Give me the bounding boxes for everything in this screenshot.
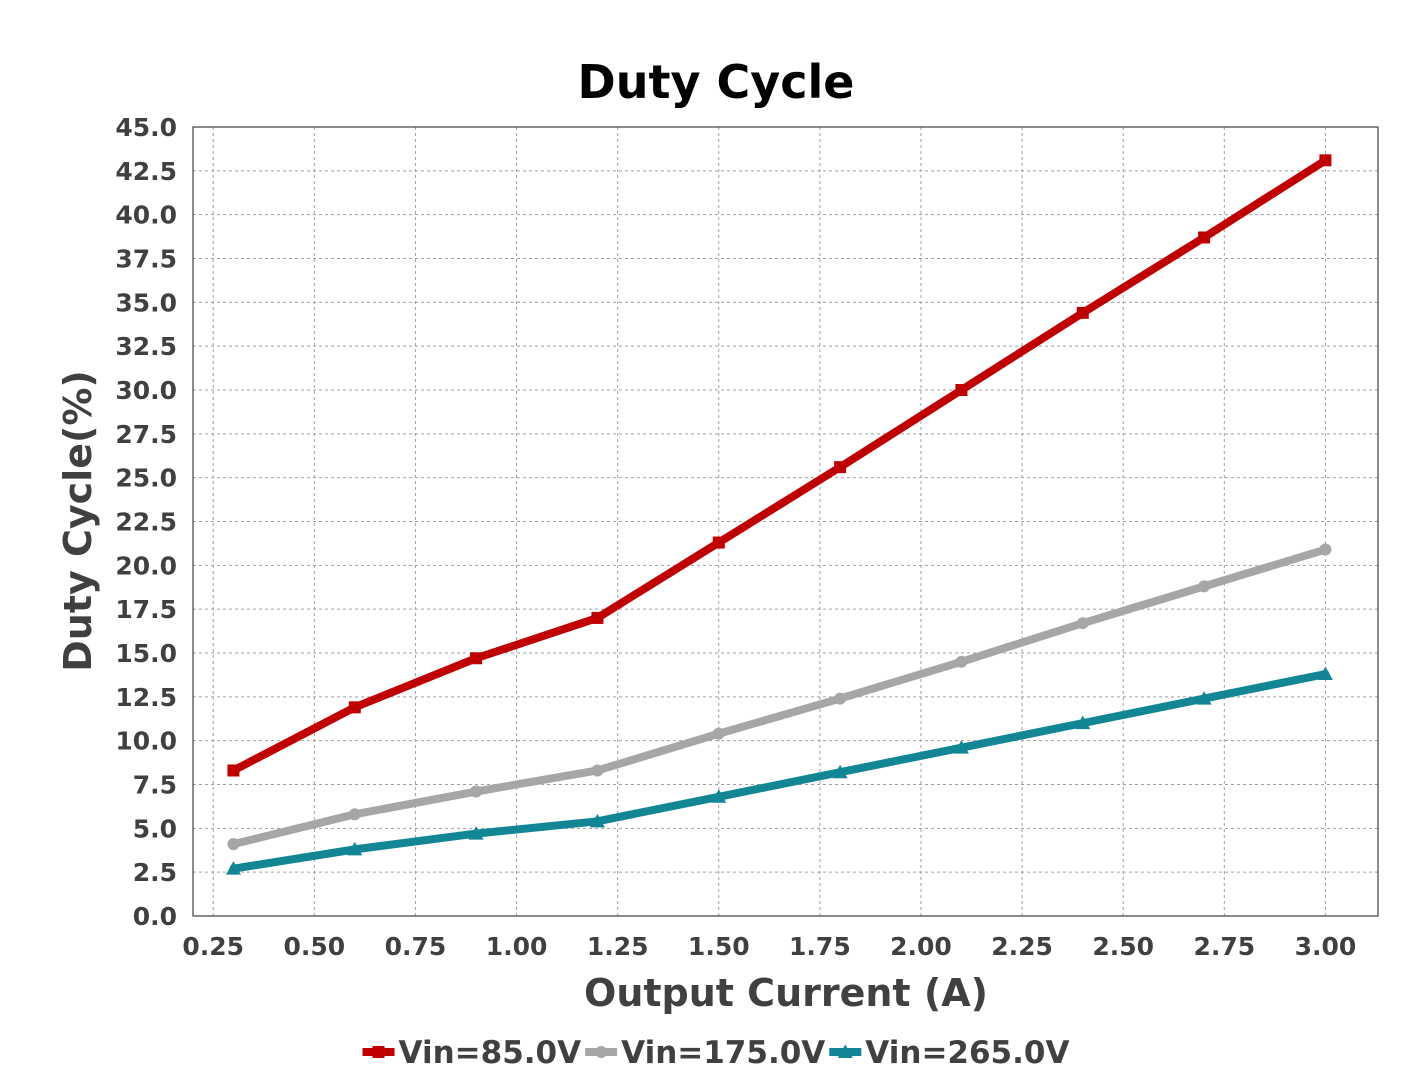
data-point (1317, 666, 1333, 681)
data-point (1319, 543, 1332, 556)
chart-title: Duty Cycle (578, 55, 855, 109)
y-tick-label: 5.0 (133, 814, 177, 843)
y-tick-label: 7.5 (133, 771, 177, 800)
data-point (1076, 306, 1089, 319)
y-tick-label: 40.0 (115, 201, 177, 230)
x-axis-label: Output Current (A) (584, 971, 988, 1015)
data-point (227, 764, 240, 777)
data-point (589, 813, 605, 828)
data-point (712, 727, 725, 740)
x-tick-label: 2.75 (1193, 932, 1255, 961)
legend-item: Vin=265.0V (829, 1035, 1069, 1071)
x-tick-label: 0.25 (182, 932, 244, 961)
data-point (1198, 231, 1211, 244)
y-tick-label: 30.0 (115, 376, 177, 405)
legend-marker (595, 1046, 608, 1058)
data-point (468, 826, 484, 840)
series-line (229, 545, 1330, 849)
x-tick-label: 1.00 (486, 932, 548, 961)
data-point (347, 841, 363, 856)
data-point (955, 384, 968, 396)
x-tick-label: 2.50 (1092, 932, 1154, 961)
series-line (229, 156, 1330, 775)
legend-marker (837, 1044, 853, 1058)
data-point (1198, 580, 1211, 593)
series-1 (227, 154, 1332, 777)
data-point (834, 461, 847, 474)
y-tick-label: 10.0 (115, 727, 177, 756)
x-tick-label: 3.00 (1295, 932, 1357, 961)
y-tick-label: 32.5 (115, 332, 177, 361)
series-2 (227, 543, 1332, 851)
y-tick-label: 37.5 (115, 245, 177, 274)
y-tick-label: 2.5 (133, 858, 177, 887)
data-point (348, 808, 361, 821)
data-point (1076, 617, 1089, 630)
plot-background (193, 127, 1378, 916)
y-tick-label: 27.5 (115, 420, 177, 449)
x-tick-label: 2.25 (991, 932, 1053, 961)
plot-area: 0.0 2.5 5.0 7.5 10.0 12.5 15.0 17.5 20.0 22.5 25.0… (115, 113, 1379, 961)
data-point (591, 764, 604, 777)
x-tick-label: 1.75 (789, 932, 851, 961)
y-tick-label: 17.5 (115, 595, 177, 624)
y-tick-label: 15.0 (115, 639, 177, 668)
y-axis-label: Duty Cycle(%) (56, 370, 100, 672)
legend-item: Vin=85.0V (362, 1035, 582, 1071)
data-point (1319, 154, 1332, 167)
y-tick-label: 12.5 (115, 683, 177, 712)
data-point (470, 785, 483, 798)
y-tick-label: 42.5 (115, 157, 177, 186)
data-point (832, 764, 848, 779)
legend-label: Vin=265.0V (865, 1035, 1069, 1071)
y-tick-label: 25.0 (115, 464, 177, 493)
x-tick-label: 0.75 (385, 932, 447, 961)
legend-label: Vin=175.0V (621, 1035, 825, 1071)
x-tick-label: 1.25 (587, 932, 649, 961)
plot-frame (192, 126, 1379, 917)
y-tick-label: 22.5 (115, 508, 177, 537)
x-tick-label: 2.00 (890, 932, 952, 961)
data-point (470, 652, 483, 665)
data-point (955, 655, 968, 668)
y-tick-label: 0.0 (133, 902, 177, 931)
series-line (229, 670, 1330, 873)
y-tick-label: 35.0 (115, 288, 177, 317)
x-tick-label: 0.50 (283, 932, 345, 961)
legend-label: Vin=85.0V (399, 1035, 582, 1071)
x-tick-label: 1.50 (688, 932, 750, 961)
data-point (225, 861, 241, 875)
data-point (834, 692, 847, 705)
legend: Vin=85.0V Vin=175.0V Vin=265.0V (362, 1035, 1069, 1071)
series-3 (225, 666, 1333, 875)
data-point (1075, 715, 1091, 730)
data-point (953, 740, 969, 754)
data-point (711, 789, 727, 803)
data-point (712, 536, 725, 549)
data-point (591, 611, 604, 624)
y-tick-label: 20.0 (115, 551, 177, 580)
legend-marker (372, 1046, 385, 1058)
data-point (348, 701, 361, 714)
data-point (227, 838, 240, 851)
legend-item: Vin=175.0V (585, 1035, 825, 1071)
data-point (1196, 691, 1212, 705)
y-tick-label: 45.0 (115, 113, 177, 142)
